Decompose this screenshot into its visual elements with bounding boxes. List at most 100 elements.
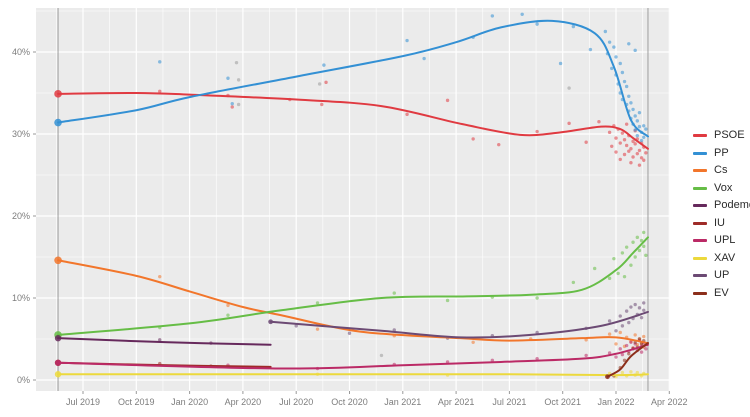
poll-point-pp bbox=[618, 61, 622, 66]
poll-point-psoe bbox=[631, 155, 635, 159]
poll-point-psoe bbox=[405, 112, 409, 117]
trend-line-cs bbox=[57, 259, 649, 345]
poll-point-other bbox=[234, 60, 239, 65]
poll-point-psoe bbox=[631, 139, 635, 144]
legend-item-up: UP bbox=[693, 267, 750, 285]
y-tick-label: 30% bbox=[12, 129, 30, 139]
poll-point-upl bbox=[614, 355, 618, 359]
poll-point-up bbox=[347, 331, 352, 335]
poll-point-other bbox=[379, 353, 384, 358]
poll-point-pp bbox=[490, 14, 495, 18]
trend-line-vox bbox=[57, 236, 649, 336]
poll-point-pp bbox=[614, 55, 618, 59]
poll-point-pp bbox=[405, 38, 409, 43]
poll-point-vox bbox=[226, 313, 230, 317]
legend-label: PP bbox=[714, 146, 729, 159]
poll-point-psoe bbox=[614, 150, 618, 154]
poll-point-vox bbox=[445, 298, 450, 303]
y-tick-label: 40% bbox=[12, 47, 30, 57]
legend-item-xav: XAV bbox=[693, 250, 750, 268]
poll-point-pp bbox=[622, 79, 627, 84]
poll-point-psoe bbox=[324, 80, 328, 85]
poll-point-cs bbox=[315, 327, 320, 331]
poll-point-psoe bbox=[624, 122, 629, 126]
poll-point-psoe bbox=[620, 131, 625, 135]
poll-point-upl bbox=[584, 353, 588, 358]
poll-point-cs bbox=[633, 333, 637, 337]
x-tick-label: Oct 2020 bbox=[331, 397, 368, 407]
poll-point-ev bbox=[627, 352, 631, 356]
x-tick-label: Jan 2022 bbox=[597, 397, 634, 407]
poll-point-psoe bbox=[639, 156, 644, 160]
poll-point-up bbox=[392, 328, 396, 332]
poll-point-up bbox=[637, 306, 642, 310]
legend-swatch-icon bbox=[693, 221, 707, 225]
x-tick-label: Apr 2020 bbox=[225, 397, 262, 407]
poll-point-pp bbox=[610, 66, 614, 71]
poll-point-podemos bbox=[158, 338, 162, 342]
poll-point-up bbox=[618, 314, 622, 318]
poll-point-pp bbox=[588, 47, 593, 52]
legend-item-psoe: PSOE bbox=[693, 127, 750, 145]
poll-point-vox bbox=[642, 244, 646, 249]
poll-point-pp bbox=[637, 124, 642, 129]
poll-point-psoe bbox=[471, 137, 475, 141]
start-marker-psoe bbox=[54, 90, 62, 98]
x-tick-label: Jul 2020 bbox=[279, 397, 313, 407]
poll-point-upl bbox=[644, 347, 648, 351]
poll-point-pp bbox=[158, 60, 162, 64]
start-marker-up bbox=[268, 319, 274, 325]
legend-label: EV bbox=[714, 286, 729, 299]
start-marker-upl bbox=[54, 359, 62, 366]
x-tick-label: Oct 2019 bbox=[118, 397, 155, 407]
poll-point-upl bbox=[629, 340, 633, 344]
poll-point-upl bbox=[618, 347, 622, 351]
legend-item-podemos: Podemos bbox=[693, 197, 750, 215]
legend-label: Podemos bbox=[714, 199, 750, 212]
poll-point-psoe bbox=[622, 138, 627, 142]
poll-point-pp bbox=[637, 110, 642, 115]
poll-point-vox bbox=[392, 291, 396, 295]
poll-point-ev bbox=[637, 337, 642, 341]
poll-point-pp bbox=[631, 107, 635, 112]
y-tick-label: 20% bbox=[12, 211, 30, 221]
poll-point-pp bbox=[627, 42, 631, 46]
legend-label: PSOE bbox=[714, 129, 745, 142]
legend-label: Cs bbox=[714, 164, 728, 177]
y-tick-label: 10% bbox=[12, 293, 30, 303]
poll-point-psoe bbox=[320, 102, 324, 107]
legend-item-cs: Cs bbox=[693, 162, 750, 180]
poll-point-other bbox=[236, 78, 241, 82]
legend-swatch-icon bbox=[693, 256, 707, 260]
poll-point-psoe bbox=[567, 121, 571, 126]
legend-swatch-icon bbox=[693, 169, 707, 173]
poll-point-up bbox=[642, 308, 646, 312]
poll-point-psoe bbox=[627, 149, 631, 153]
legend-swatch-icon bbox=[693, 291, 707, 295]
poll-point-pp bbox=[624, 84, 629, 89]
poll-point-pp bbox=[558, 61, 563, 66]
poll-point-psoe bbox=[158, 89, 162, 94]
legend-item-iu: IU bbox=[693, 215, 750, 233]
poll-point-up bbox=[633, 302, 637, 307]
poll-point-upl bbox=[620, 352, 625, 357]
poll-point-vox bbox=[644, 253, 648, 258]
trend-line-upl bbox=[57, 343, 649, 370]
poll-point-pp bbox=[535, 22, 539, 26]
poll-point-psoe bbox=[637, 148, 642, 153]
poll-point-psoe bbox=[629, 147, 633, 151]
poll-point-pp bbox=[230, 101, 234, 106]
poll-point-vox bbox=[633, 255, 637, 259]
poll-point-cs bbox=[642, 334, 646, 339]
poll-point-psoe bbox=[607, 130, 612, 135]
poll-point-pp bbox=[603, 29, 608, 34]
start-marker-cs bbox=[54, 256, 62, 265]
y-tick-label: 0% bbox=[17, 375, 30, 385]
legend-swatch-icon bbox=[693, 151, 707, 155]
x-tick-label: Jan 2020 bbox=[171, 397, 208, 407]
poll-point-pp bbox=[629, 101, 633, 105]
trend-line-ev bbox=[606, 342, 649, 378]
poll-point-psoe bbox=[584, 140, 588, 144]
poll-point-upl bbox=[639, 350, 644, 354]
legend-item-vox: Vox bbox=[693, 180, 750, 198]
